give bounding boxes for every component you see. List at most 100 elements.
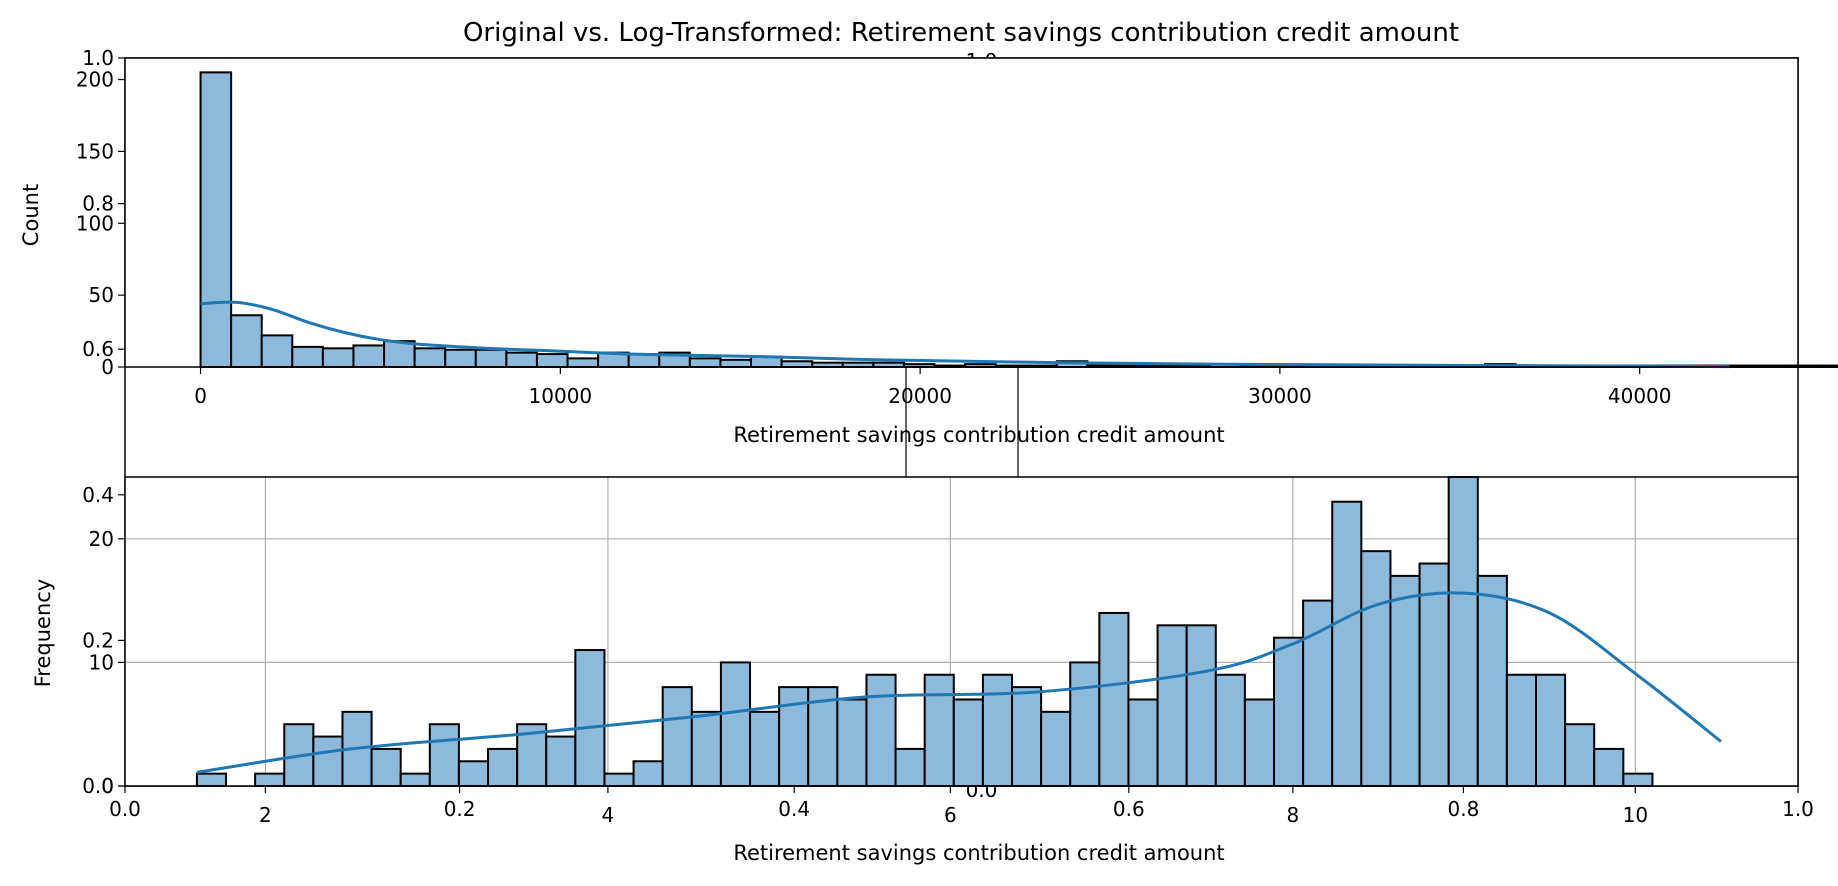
y-tick-label: 0 [101, 355, 114, 379]
histogram-bar [457, 760, 490, 788]
histogram-bar [321, 347, 355, 369]
histogram-bar [312, 735, 344, 787]
histogram-bar [807, 686, 839, 787]
background-bottom-tick-label: 0.6 [1113, 797, 1145, 821]
histogram-bar [719, 661, 752, 788]
histogram-bar [1185, 624, 1217, 787]
histogram-bar [1564, 723, 1596, 788]
histogram-bar [1331, 500, 1363, 787]
background-bottom-tick-label: 0.8 [1447, 797, 1479, 821]
histogram-bar [952, 698, 984, 787]
original-kde-line [200, 300, 1730, 369]
histogram-bar [690, 710, 722, 788]
histogram-bar [1360, 550, 1392, 787]
y-tick-label: 20 [89, 527, 114, 551]
histogram-bar [444, 348, 477, 368]
histogram-bar [487, 747, 519, 787]
histogram-bar [1505, 673, 1538, 788]
background-left-tick-label: 1.0 [82, 46, 114, 70]
background-bottom-tick-label: 0.4 [778, 797, 810, 821]
log-kde-line [196, 591, 1722, 774]
background-left-tick-label: 0.8 [82, 192, 114, 216]
histogram-bar [505, 351, 538, 368]
histogram-bar [1418, 562, 1450, 788]
log-y-axis-label: Frequency [31, 579, 55, 688]
original-x-ticks: 0 10000 20000 30000 40000 [194, 367, 1672, 408]
histogram-bar [603, 772, 635, 788]
x-tick-label: 0 [194, 384, 207, 408]
background-left-tick-label: 0.6 [82, 337, 114, 361]
x-tick-label: 10000 [529, 384, 593, 408]
histogram-bar [254, 772, 286, 788]
log-y-ticks: 0 10 20 [89, 527, 125, 798]
histogram-bar [566, 357, 600, 368]
histogram-bar [1535, 673, 1567, 788]
background-left-ticks: 0.0 0.2 0.4 0.6 0.8 1.0 [82, 46, 125, 798]
y-tick-label: 100 [76, 211, 114, 235]
histogram-bar [199, 71, 233, 368]
original-axes-frame [124, 57, 1799, 368]
histogram-bar [1069, 661, 1101, 788]
y-tick-label: 150 [76, 139, 114, 163]
histogram-bar [1476, 574, 1508, 787]
log-histogram-chart: 2 4 6 8 10 0 10 20 Retirement savings contribu… [31, 476, 1799, 865]
histogram-bar [1622, 772, 1654, 788]
histogram-bar [1389, 574, 1421, 787]
histogram-bar [260, 334, 294, 369]
histogram-bar [632, 760, 664, 788]
y-tick-label: 10 [89, 650, 114, 674]
histogram-bar [535, 353, 569, 369]
x-tick-label: 6 [944, 803, 957, 827]
histogram-bar [836, 698, 868, 787]
histogram-bar [383, 340, 416, 368]
x-tick-label: 20000 [888, 384, 952, 408]
histogram-bar [981, 673, 1014, 788]
y-tick-label: 200 [76, 68, 114, 92]
histogram-bar [1820, 364, 1838, 369]
log-x-ticks: 2 4 6 8 10 [259, 786, 1648, 827]
histogram-bar [1273, 636, 1305, 787]
original-x-axis-label: Retirement savings contribution credit a… [733, 423, 1224, 447]
histogram-bar [474, 348, 508, 368]
histogram-bar [413, 347, 447, 369]
log-bars [195, 476, 1654, 788]
histogram-bar [1593, 747, 1625, 787]
histogram-bar [291, 345, 324, 368]
histogram-bar [574, 649, 606, 787]
background-bottom-tick-label: 1.0 [1782, 797, 1814, 821]
background-bottom-ticks: 0.0 0.2 0.4 0.6 0.8 1.0 [109, 786, 1814, 821]
histogram-bar [1214, 673, 1246, 788]
histogram-bar [1156, 624, 1188, 787]
original-y-axis-label: Count [19, 184, 43, 246]
histogram-bar [1011, 686, 1043, 787]
histogram-bar [545, 735, 577, 787]
background-bottom-tick-label: 0.2 [444, 797, 476, 821]
background-bottom-tick-label: 0.0 [109, 797, 141, 821]
histogram-bar [780, 360, 814, 368]
background-axes: 0.0 0.2 0.4 0.6 0.8 1.0 0.0 0.2 0.4 0.6 0.8 1.0 1.… [82, 46, 1814, 821]
histogram-bar [719, 358, 753, 369]
background-left-tick-label: 0.0 [82, 774, 114, 798]
y-tick-label: 50 [89, 283, 114, 307]
x-tick-label: 2 [259, 803, 272, 827]
x-tick-label: 8 [1286, 803, 1299, 827]
figure-title: Original vs. Log-Transformed: Retirement… [463, 18, 1459, 48]
histogram-bar [1098, 611, 1130, 788]
x-tick-label: 10 [1623, 803, 1648, 827]
histogram-bar [1243, 698, 1276, 787]
histogram-bar [230, 314, 263, 369]
histogram-bar [352, 344, 386, 369]
x-tick-label: 4 [602, 803, 615, 827]
histogram-bar [428, 723, 460, 788]
histogram-bar [894, 747, 926, 787]
background-left-tick-label: 0.4 [82, 483, 114, 507]
background-left-tick-label: 0.2 [82, 628, 114, 652]
x-tick-label: 30000 [1248, 384, 1312, 408]
histogram-bar [688, 357, 722, 368]
histogram-bar [1040, 710, 1072, 788]
original-y-ticks: 0 50 100 150 200 [76, 68, 125, 379]
histogram-bar [923, 673, 955, 788]
histogram-bar [370, 747, 402, 787]
original-plot-area [125, 58, 1798, 367]
